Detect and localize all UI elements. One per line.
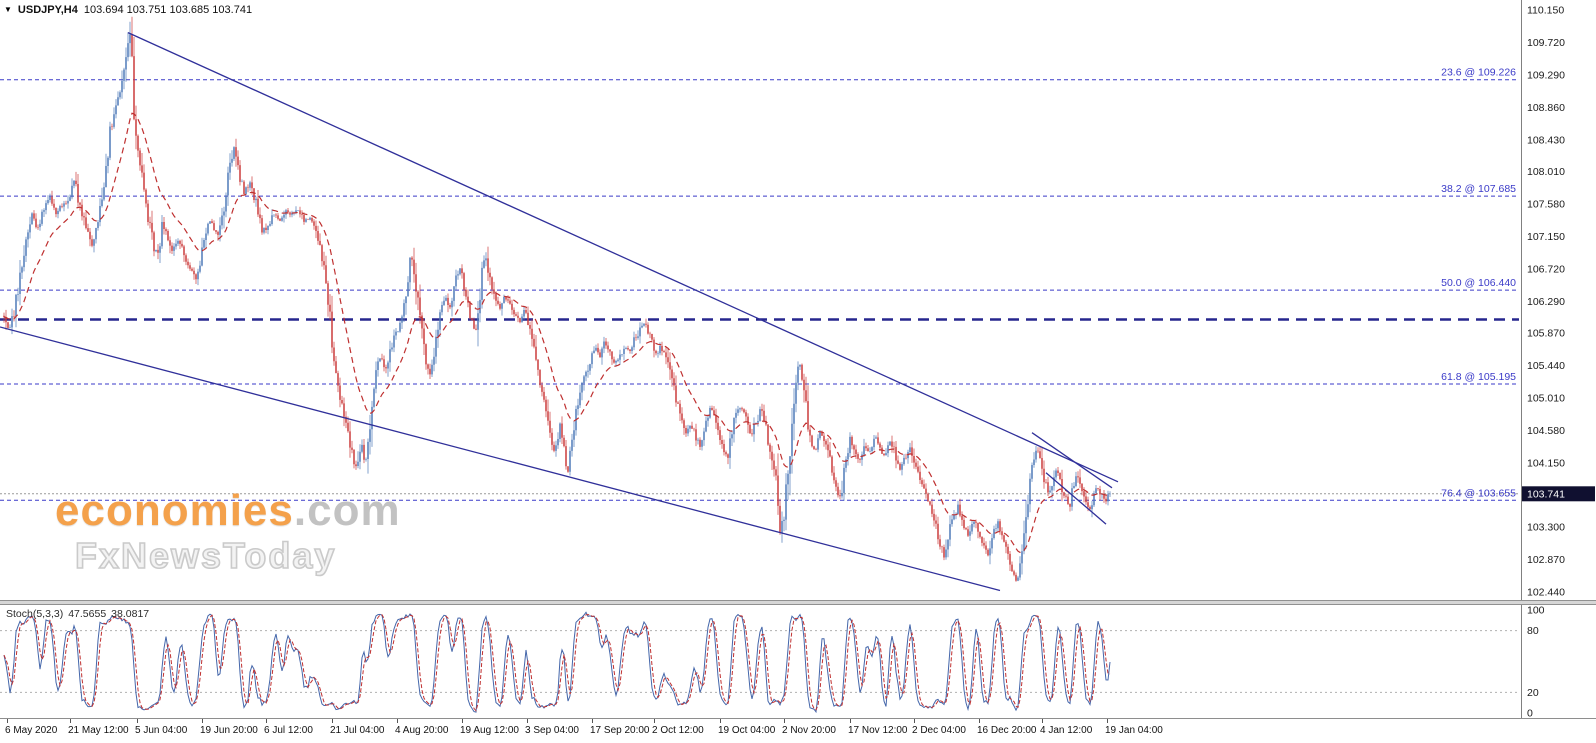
time-tick xyxy=(592,719,593,723)
time-label: 5 Jun 04:00 xyxy=(135,725,188,736)
price-label: 107.150 xyxy=(1527,231,1565,243)
price-label: 108.860 xyxy=(1527,102,1565,114)
price-axis[interactable]: 110.150 109.720 109.290 108.860 108.430 108.0… xyxy=(1527,5,1565,599)
time-label: 16 Dec 20:00 xyxy=(977,725,1037,736)
up-candle-bodies xyxy=(9,34,1111,581)
fib-label: 61.8 @ 105.195 xyxy=(1441,371,1516,383)
symbol-label: USDJPY,H4 xyxy=(17,4,78,16)
time-tick xyxy=(266,719,267,723)
time-tick xyxy=(979,719,980,723)
indicator-k-value: 47.5655 xyxy=(68,608,107,620)
time-tick xyxy=(137,719,138,723)
stochastic-chart[interactable]: 100 80 20 0 xyxy=(0,605,1596,718)
time-tick xyxy=(70,719,71,723)
time-label: 21 Jul 04:00 xyxy=(330,725,385,736)
time-tick xyxy=(527,719,528,723)
stoch-scale-label: 80 xyxy=(1527,625,1539,637)
time-tick xyxy=(1107,719,1108,723)
time-tick xyxy=(397,719,398,723)
stoch-k-line xyxy=(3,611,1111,714)
price-label: 107.580 xyxy=(1527,199,1565,211)
time-label: 3 Sep 04:00 xyxy=(525,725,579,736)
stoch-d-line xyxy=(3,614,1111,712)
fib-label: 38.2 @ 107.685 xyxy=(1441,183,1516,195)
time-label: 6 Jul 12:00 xyxy=(264,725,313,736)
ohlc-values: 103.694 103.751 103.685 103.741 xyxy=(83,4,253,16)
up-candle-wicks xyxy=(9,21,1111,582)
symbol-dropdown-icon[interactable]: ▼ xyxy=(4,5,12,14)
price-label: 109.290 xyxy=(1527,69,1565,81)
time-label: 19 Oct 04:00 xyxy=(718,725,776,736)
time-tick xyxy=(850,719,851,723)
time-tick xyxy=(720,719,721,723)
moving-average-line[interactable] xyxy=(3,112,1111,554)
trendline[interactable] xyxy=(127,32,1119,483)
time-axis[interactable]: 6 May 2020 21 May 12:00 5 Jun 04:00 19 Jun … xyxy=(0,718,1596,743)
price-label: 110.150 xyxy=(1527,5,1564,17)
time-tick xyxy=(7,719,8,723)
current-price-badge-text: 103.741 xyxy=(1527,489,1565,501)
fib-label: 50.0 @ 106.440 xyxy=(1441,277,1516,289)
indicator-d-value: 38.0817 xyxy=(111,608,150,620)
current-price-badge xyxy=(1522,486,1595,502)
time-label: 19 Jun 20:00 xyxy=(200,725,258,736)
price-label: 108.430 xyxy=(1527,134,1565,146)
price-label: 109.720 xyxy=(1527,37,1565,49)
main-price-chart[interactable]: 23.6 @ 109.226 38.2 @ 107.685 50.0 @ 106.4… xyxy=(0,0,1596,600)
price-label: 104.150 xyxy=(1527,457,1565,469)
time-label: 4 Aug 20:00 xyxy=(395,725,449,736)
time-tick xyxy=(654,719,655,723)
time-label: 17 Sep 20:00 xyxy=(590,725,650,736)
price-label: 102.870 xyxy=(1527,554,1565,566)
fib-label: 23.6 @ 109.226 xyxy=(1441,67,1516,79)
time-label: 21 May 12:00 xyxy=(68,725,129,736)
time-tick xyxy=(202,719,203,723)
time-label: 17 Nov 12:00 xyxy=(848,725,908,736)
time-label: 19 Aug 12:00 xyxy=(460,725,519,736)
price-label: 105.010 xyxy=(1527,393,1565,405)
trendline[interactable] xyxy=(0,326,1001,592)
price-label: 105.870 xyxy=(1527,328,1565,340)
time-label: 2 Oct 12:00 xyxy=(652,725,704,736)
time-label: 19 Jan 04:00 xyxy=(1105,725,1163,736)
fib-label: 76.4 @ 103.655 xyxy=(1441,487,1516,499)
price-label: 104.580 xyxy=(1527,425,1565,437)
price-label: 108.010 xyxy=(1527,166,1565,178)
time-label: 2 Nov 20:00 xyxy=(782,725,836,736)
indicator-name: Stoch(5,3,3) xyxy=(6,608,64,620)
time-tick xyxy=(914,719,915,723)
price-label: 106.290 xyxy=(1527,296,1565,308)
price-label: 106.720 xyxy=(1527,263,1565,275)
symbol-ohlc-line: ▼ USDJPY,H4 103.694 103.751 103.685 103.… xyxy=(4,4,252,16)
candles-layer xyxy=(3,16,1111,582)
trendline[interactable] xyxy=(1045,472,1107,525)
price-label: 102.440 xyxy=(1527,587,1565,599)
indicator-title: Stoch(5,3,3) 47.5655 38.0817 xyxy=(6,608,149,620)
price-label: 105.440 xyxy=(1527,360,1565,372)
down-candle-bodies xyxy=(3,34,1107,581)
time-tick xyxy=(1042,719,1043,723)
stoch-scale-label: 0 xyxy=(1527,708,1533,719)
trendline[interactable] xyxy=(1031,432,1113,489)
panel-splitter[interactable] xyxy=(0,600,1596,605)
time-tick xyxy=(784,719,785,723)
time-label: 4 Jan 12:00 xyxy=(1040,725,1093,736)
stoch-scale-label: 100 xyxy=(1527,605,1545,617)
price-label: 103.300 xyxy=(1527,522,1565,534)
time-tick xyxy=(462,719,463,723)
stoch-scale-label: 20 xyxy=(1527,687,1539,699)
time-label: 2 Dec 04:00 xyxy=(912,725,966,736)
down-candle-wicks xyxy=(3,16,1107,582)
time-tick xyxy=(332,719,333,723)
time-label: 6 May 2020 xyxy=(5,725,58,736)
